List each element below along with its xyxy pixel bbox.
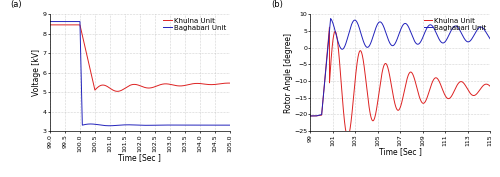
- Khulna Unit: [344, 135, 350, 137]
- Khulna Unit: [438, 83, 444, 85]
- Baghabari Unit: [328, 18, 334, 20]
- Khulna Unit: [47, 24, 53, 26]
- Khulna Unit: [487, 85, 493, 87]
- Baghabari Unit: [47, 21, 53, 23]
- Baghabari Unit: [308, 115, 314, 117]
- Y-axis label: Voltage [kV]: Voltage [kV]: [32, 49, 42, 96]
- Baghabari Unit: [226, 124, 232, 126]
- Line: Khulna Unit: Khulna Unit: [310, 27, 490, 136]
- Khulna Unit: [460, 81, 466, 83]
- X-axis label: Time [Sec ]: Time [Sec ]: [379, 147, 422, 156]
- Baghabari Unit: [449, 28, 455, 30]
- Line: Khulna Unit: Khulna Unit: [50, 25, 230, 91]
- Text: (a): (a): [10, 1, 22, 10]
- Khulna Unit: [326, 26, 332, 28]
- Khulna Unit: [77, 25, 83, 27]
- Khulna Unit: [114, 90, 120, 92]
- Baghabari Unit: [142, 124, 148, 126]
- Baghabari Unit: [460, 35, 466, 37]
- Baghabari Unit: [145, 124, 151, 126]
- Khulna Unit: [422, 102, 428, 104]
- Khulna Unit: [71, 24, 77, 26]
- Baghabari Unit: [485, 35, 491, 37]
- Line: Baghabari Unit: Baghabari Unit: [310, 19, 490, 116]
- Khulna Unit: [344, 135, 350, 138]
- Legend: Khulna Unit, Baghabari Unit: Khulna Unit, Baghabari Unit: [422, 16, 488, 32]
- Baghabari Unit: [487, 38, 493, 40]
- Baghabari Unit: [71, 21, 77, 23]
- Baghabari Unit: [422, 32, 428, 34]
- Baghabari Unit: [438, 40, 444, 42]
- Line: Baghabari Unit: Baghabari Unit: [50, 22, 230, 126]
- Baghabari Unit: [106, 125, 112, 127]
- Khulna Unit: [485, 84, 491, 86]
- Baghabari Unit: [125, 124, 131, 126]
- Baghabari Unit: [77, 33, 83, 36]
- Khulna Unit: [308, 115, 314, 117]
- Baghabari Unit: [344, 38, 350, 40]
- Khulna Unit: [142, 86, 148, 88]
- Khulna Unit: [449, 95, 455, 97]
- Khulna Unit: [145, 87, 151, 89]
- X-axis label: Time [Sec ]: Time [Sec ]: [118, 153, 161, 162]
- Khulna Unit: [125, 85, 131, 87]
- Legend: Khulna Unit, Baghabari Unit: Khulna Unit, Baghabari Unit: [162, 16, 228, 32]
- Khulna Unit: [226, 82, 232, 84]
- Baghabari Unit: [108, 125, 114, 127]
- Text: (b): (b): [271, 1, 283, 10]
- Khulna Unit: [108, 87, 114, 90]
- Y-axis label: Rotor Angle [degree]: Rotor Angle [degree]: [284, 33, 292, 113]
